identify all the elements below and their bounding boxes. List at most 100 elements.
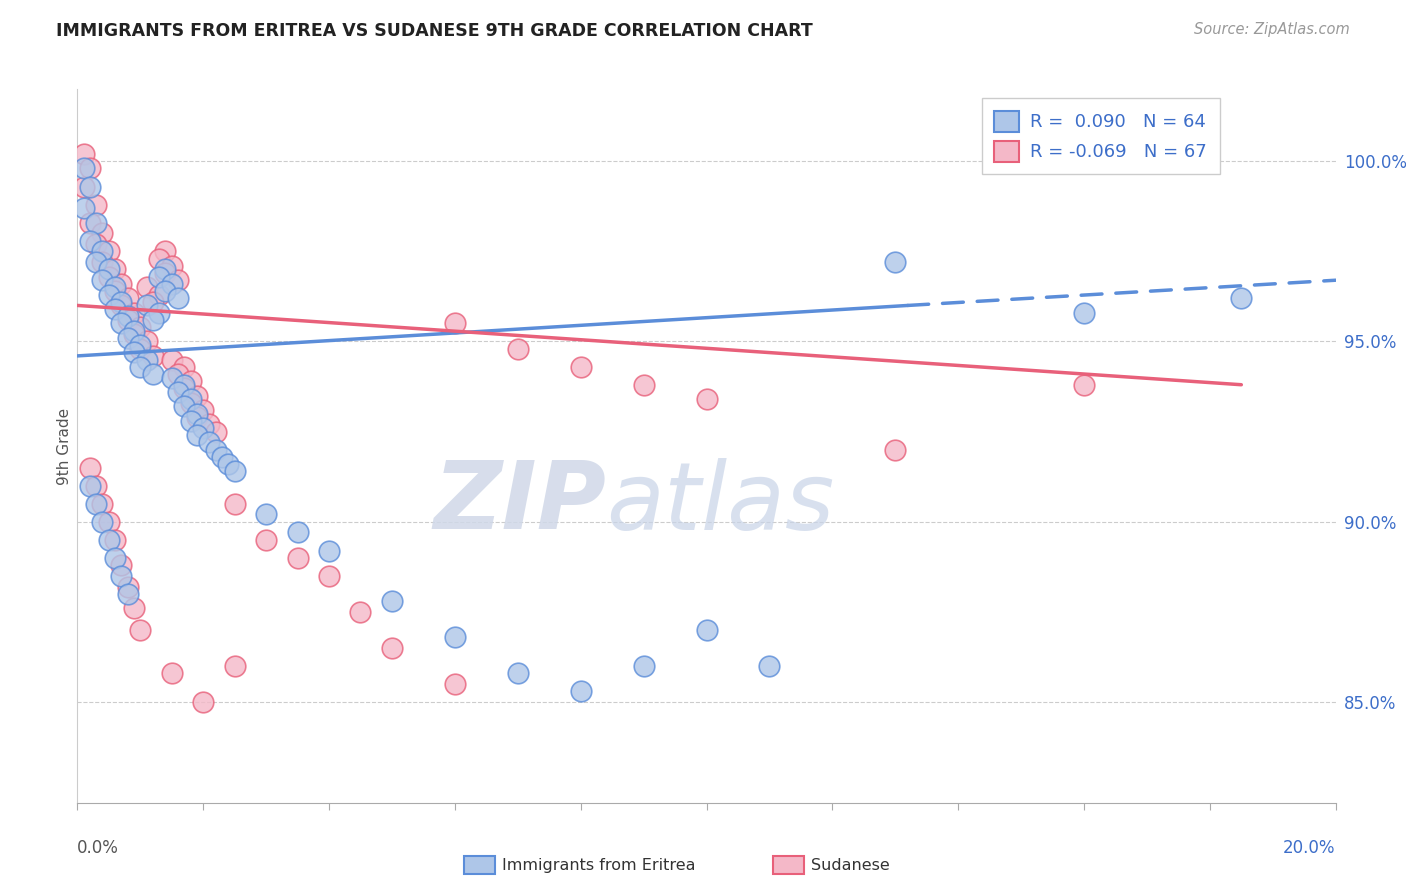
Point	[254, 533, 277, 547]
Point	[135, 298, 157, 312]
Point	[180, 414, 202, 428]
Point	[122, 324, 145, 338]
Point	[191, 421, 215, 435]
Point	[104, 301, 127, 316]
Point	[129, 320, 152, 334]
Point	[110, 298, 132, 312]
Point	[287, 525, 309, 540]
Point	[160, 352, 183, 367]
Point	[758, 658, 780, 673]
Point	[122, 601, 145, 615]
Point	[1073, 377, 1095, 392]
Point	[167, 367, 190, 381]
Y-axis label: 9th Grade: 9th Grade	[56, 408, 72, 484]
Point	[506, 342, 529, 356]
Point	[173, 359, 195, 374]
Point	[72, 201, 94, 215]
Text: Immigrants from Eritrea: Immigrants from Eritrea	[502, 858, 696, 872]
Point	[104, 550, 127, 565]
Point	[117, 310, 139, 324]
Text: IMMIGRANTS FROM ERITREA VS SUDANESE 9TH GRADE CORRELATION CHART: IMMIGRANTS FROM ERITREA VS SUDANESE 9TH …	[56, 22, 813, 40]
Point	[696, 392, 718, 406]
Point	[104, 280, 127, 294]
Point	[160, 277, 183, 291]
Point	[224, 658, 246, 673]
Point	[104, 262, 127, 277]
Point	[155, 244, 177, 259]
Point	[1230, 291, 1253, 305]
Point	[180, 392, 202, 406]
Point	[135, 280, 157, 294]
Point	[110, 277, 132, 291]
Point	[569, 359, 592, 374]
Point	[884, 442, 907, 457]
Point	[97, 287, 120, 301]
Point	[191, 403, 215, 417]
Legend: R =  0.090   N = 64, R = -0.069   N = 67: R = 0.090 N = 64, R = -0.069 N = 67	[981, 98, 1220, 174]
Text: ZIP: ZIP	[433, 457, 606, 549]
Point	[633, 377, 655, 392]
Point	[110, 294, 132, 309]
Point	[186, 428, 208, 442]
Text: 20.0%: 20.0%	[1284, 838, 1336, 857]
Point	[79, 478, 101, 492]
Point	[155, 284, 177, 298]
Text: Sudanese: Sudanese	[811, 858, 890, 872]
Point	[117, 313, 139, 327]
Point	[696, 623, 718, 637]
Point	[211, 450, 233, 464]
Point	[186, 388, 208, 402]
Point	[91, 227, 114, 241]
Point	[180, 396, 202, 410]
Point	[79, 460, 101, 475]
Point	[79, 161, 101, 176]
Point	[186, 407, 208, 421]
Point	[72, 147, 94, 161]
Point	[148, 252, 170, 266]
Point	[104, 533, 127, 547]
Point	[117, 580, 139, 594]
Point	[110, 558, 132, 572]
Point	[142, 349, 165, 363]
Point	[72, 179, 94, 194]
Text: Source: ZipAtlas.com: Source: ZipAtlas.com	[1194, 22, 1350, 37]
Point	[884, 255, 907, 269]
Point	[84, 255, 107, 269]
Point	[72, 161, 94, 176]
Point	[79, 215, 101, 229]
Point	[104, 284, 127, 298]
Point	[381, 594, 404, 608]
Point	[135, 334, 157, 349]
Point	[84, 478, 107, 492]
Point	[97, 262, 120, 277]
Point	[633, 658, 655, 673]
Point	[318, 568, 340, 582]
Point	[117, 291, 139, 305]
Point	[198, 435, 221, 450]
Point	[142, 294, 165, 309]
Point	[167, 384, 190, 399]
Point	[84, 237, 107, 252]
Point	[173, 400, 195, 414]
Point	[117, 587, 139, 601]
Point	[160, 370, 183, 384]
Point	[191, 695, 215, 709]
Point	[117, 331, 139, 345]
Point	[129, 623, 152, 637]
Point	[204, 425, 226, 439]
Point	[148, 306, 170, 320]
Point	[122, 345, 145, 359]
Point	[381, 640, 404, 655]
Point	[186, 410, 208, 425]
Point	[97, 269, 120, 284]
Point	[506, 666, 529, 681]
Point	[84, 215, 107, 229]
Point	[135, 352, 157, 367]
Point	[97, 244, 120, 259]
Point	[254, 508, 277, 522]
Point	[287, 550, 309, 565]
Point	[155, 266, 177, 280]
Point	[91, 515, 114, 529]
Point	[204, 442, 226, 457]
Point	[569, 684, 592, 698]
